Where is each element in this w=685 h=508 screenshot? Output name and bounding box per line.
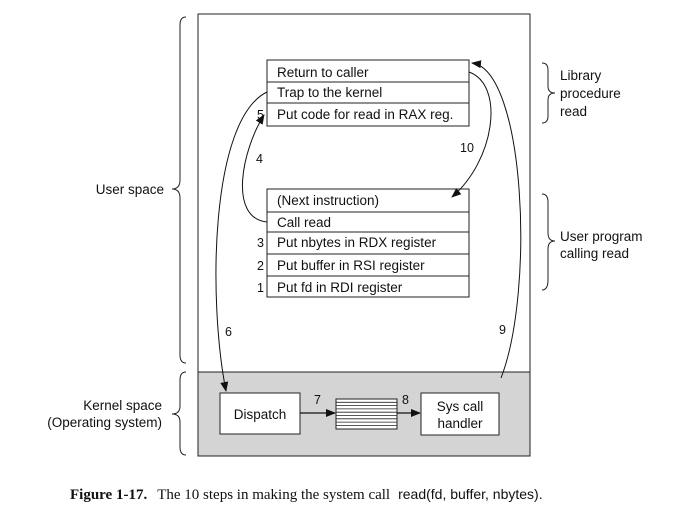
caption-text: The 10 steps in making the system call	[157, 487, 390, 503]
dispatch-label: Dispatch	[234, 407, 287, 422]
handler-label-line2: handler	[437, 416, 483, 431]
user-row-0: (Next instruction)	[277, 193, 379, 208]
kernel-space-brace	[171, 371, 187, 456]
user-program-brace	[541, 193, 556, 291]
user-program-box: (Next instruction) Call read Put nbytes …	[257, 188, 470, 298]
arrow-label-9: 9	[499, 323, 506, 337]
user-program-label-line1: User program	[560, 229, 643, 244]
dispatch-box: Dispatch	[219, 392, 301, 435]
user-space-brace	[171, 16, 187, 364]
handler-label-line1: Sys call	[437, 399, 484, 414]
library-procedure-box: Return to caller Trap to the kernel Put …	[257, 59, 470, 127]
arrow-step-4	[241, 114, 268, 223]
dispatch-table	[335, 398, 398, 430]
library-row-0: Return to caller	[277, 65, 369, 80]
figure-caption: Figure 1-17. The 10 steps in making the …	[70, 486, 543, 503]
user-row-2: Put nbytes in RDX register	[277, 235, 437, 250]
arrow-label-10: 10	[460, 141, 474, 155]
arrow-label-6: 6	[225, 325, 232, 339]
caption-label: Figure 1-17.	[70, 487, 147, 503]
library-row-2: Put code for read in RAX reg.	[277, 107, 453, 122]
library-label-line1: Library	[560, 68, 602, 83]
library-label-line2: procedure	[560, 86, 621, 101]
arrow-step-10	[451, 71, 492, 198]
user-program-label-line2: calling read	[560, 246, 629, 261]
user-row-1: Call read	[277, 215, 331, 230]
library-step-label-5: 5	[257, 108, 264, 122]
user-step-label-2: 2	[257, 259, 264, 273]
arrow-step-6	[215, 91, 268, 392]
library-row-1: Trap to the kernel	[277, 85, 382, 100]
arrow-label-7: 7	[314, 393, 321, 407]
user-space-label: User space	[96, 182, 164, 197]
arrow-label-8: 8	[402, 393, 409, 407]
sys-call-handler-box: Sys call handler	[420, 392, 500, 436]
library-label-line3: read	[560, 104, 587, 119]
arrow-label-4: 4	[256, 152, 263, 166]
library-brace	[541, 62, 556, 124]
user-step-label-1: 1	[257, 281, 264, 295]
user-row-3: Put buffer in RSI register	[277, 258, 425, 273]
arrow-step-9	[471, 60, 522, 379]
kernel-space-label-line1: Kernel space	[83, 398, 162, 413]
user-row-4: Put fd in RDI register	[277, 280, 403, 295]
kernel-space-label-line2: (Operating system)	[47, 415, 162, 430]
caption-call: read(fd, buffer, nbytes).	[398, 486, 543, 502]
user-step-label-3: 3	[257, 236, 264, 250]
